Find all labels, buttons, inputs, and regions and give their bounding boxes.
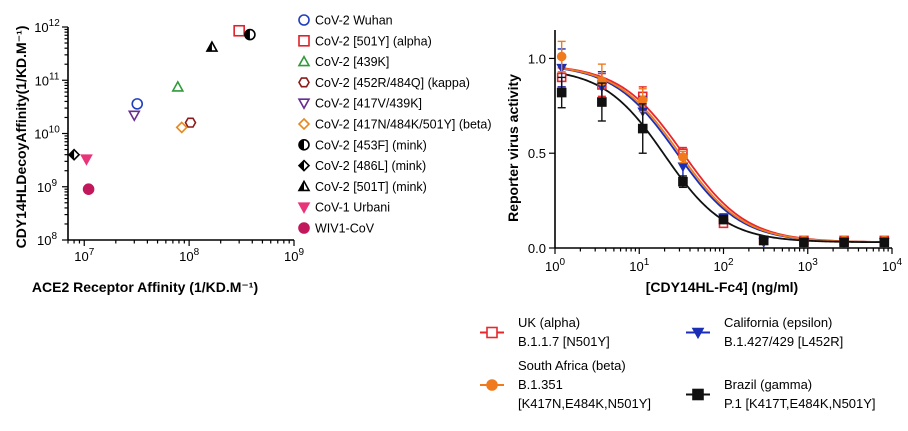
right-x-tick-label: 102 [713,257,733,274]
left-legend-label: CoV-2 [439K] [315,55,389,69]
right-legend-marker [486,326,498,339]
left-axes [67,27,294,241]
left-legend-label: WIV1-CoV [315,222,375,236]
right-data-point [637,95,648,105]
right-data-point [597,97,607,107]
left-legend-marker [298,77,310,88]
right-legend-sublabel: B.1.1.7 [N501Y] [518,334,610,349]
left-legend-marker [297,202,311,214]
left-data-point [184,117,197,128]
left-legend-label: CoV-2 [501Y] (alpha) [315,34,432,48]
left-y-tick-label: 109 [37,178,57,195]
right-y-tick-label: 0.0 [528,241,546,256]
right-y-tick-label: 0.5 [528,146,546,161]
left-legend-marker [298,139,310,151]
left-y-tick-label: 108 [37,231,57,248]
left-data-point [175,121,188,134]
left-legend-marker [298,14,310,26]
right-data-point [799,237,809,248]
left-legend-marker [298,34,310,47]
left-legend-label: CoV-2 [453F] (mink) [315,138,427,152]
right-legend-sublabel: [K417N,E484K,N501Y] [518,396,651,411]
right-legend-label: South Africa (beta) [518,358,626,373]
left-y-tick-label: 1012 [34,18,60,35]
left-data-points [67,24,256,195]
left-legend: CoV-2 Wuhan CoV-2 [501Y] (alpha) CoV-2 [43… [297,14,492,236]
left-legend-label: CoV-2 [486L] (mink) [315,159,426,173]
right-data-point [678,152,688,162]
left-legend-label: CoV-2 [452R/484Q] (kappa) [315,76,470,90]
right-data-point [556,87,567,98]
left-legend-marker [297,159,311,172]
left-data-point [82,183,95,195]
right-y-tick-label: 1.0 [528,51,546,66]
left-data-point [171,80,185,92]
right-data-point [839,237,849,248]
right-legend-sublabel: B.1.427/429 [L452R] [724,334,843,349]
left-y-axis-title: CDY14HLDecoyAffinity(1/KD.M⁻¹) [13,26,29,249]
right-data-points [556,40,890,248]
right-legend-marker [692,388,704,401]
left-x-tick-label: 108 [179,247,199,264]
left-x-tick-label: 107 [74,247,94,264]
right-x-axis-title: [CDY14HL-Fc4] (ng/ml) [646,279,798,295]
left-legend-label: CoV-1 Urbani [315,201,390,215]
left-legend-marker [297,98,311,110]
left-y-tick-label: 1011 [35,71,60,88]
left-y-tick-label: 1010 [34,125,60,142]
left-data-point [244,28,256,41]
right-x-tick-label: 100 [545,257,565,274]
left-legend-label: CoV-2 Wuhan [315,14,393,28]
left-legend-marker [297,117,311,131]
right-data-point [637,123,648,134]
right-legend-label: California (epsilon) [724,315,832,330]
affinity-scatter-chart: 107 108 109 108 109 1010 1011 1012 ACE2 Recept… [13,14,492,296]
left-x-axis-title: ACE2 Receptor Affinity (1/KD.M⁻¹) [32,279,258,295]
left-legend-marker [297,179,311,192]
right-legend: UK (alpha) B.1.1.7 [N501Y] California (eps… [480,315,876,411]
left-data-point [233,24,245,37]
right-x-tick-label: 103 [798,257,818,274]
neutralization-curve-chart: 100 101 102 103 104 0.0 0.5 1.0 [CDY14HL-Fc4] … [480,30,902,411]
right-legend-sublabel: P.1 [K417T,E484K,N501Y] [724,396,876,411]
left-data-point [67,148,81,161]
right-legend-marker [691,327,705,340]
right-data-point [879,237,890,248]
right-data-point [677,162,689,173]
right-legend-label: UK (alpha) [518,315,580,330]
left-data-point [80,154,93,166]
right-data-point [678,176,688,187]
right-y-axis-title: Reporter virus activity [505,74,521,222]
right-x-ticks: 100 101 102 103 104 [545,248,902,274]
left-x-tick-label: 109 [284,247,304,264]
right-y-ticks: 0.0 0.5 1.0 [528,51,555,256]
right-x-tick-label: 104 [882,257,902,274]
right-legend-marker [486,379,498,391]
left-x-ticks: 107 108 109 [67,240,304,264]
left-legend-label: CoV-2 [417N/484K/501Y] (beta) [315,118,492,132]
left-data-point [205,40,219,52]
left-legend-marker [297,54,311,67]
left-legend-label: CoV-2 [501T] (mink) [315,180,427,194]
left-legend-marker [298,222,310,234]
right-data-point [556,51,567,62]
left-data-point [131,98,144,110]
right-data-point [758,235,769,246]
right-legend-sublabel: B.1.351 [518,377,563,392]
left-legend-label: CoV-2 [417V/439K] [315,97,422,111]
right-x-tick-label: 101 [629,257,649,274]
right-data-point [718,214,729,225]
left-data-point [127,110,141,122]
left-y-ticks: 108 109 1010 1011 1012 [34,18,68,248]
right-legend-label: Brazil (gamma) [724,377,812,392]
